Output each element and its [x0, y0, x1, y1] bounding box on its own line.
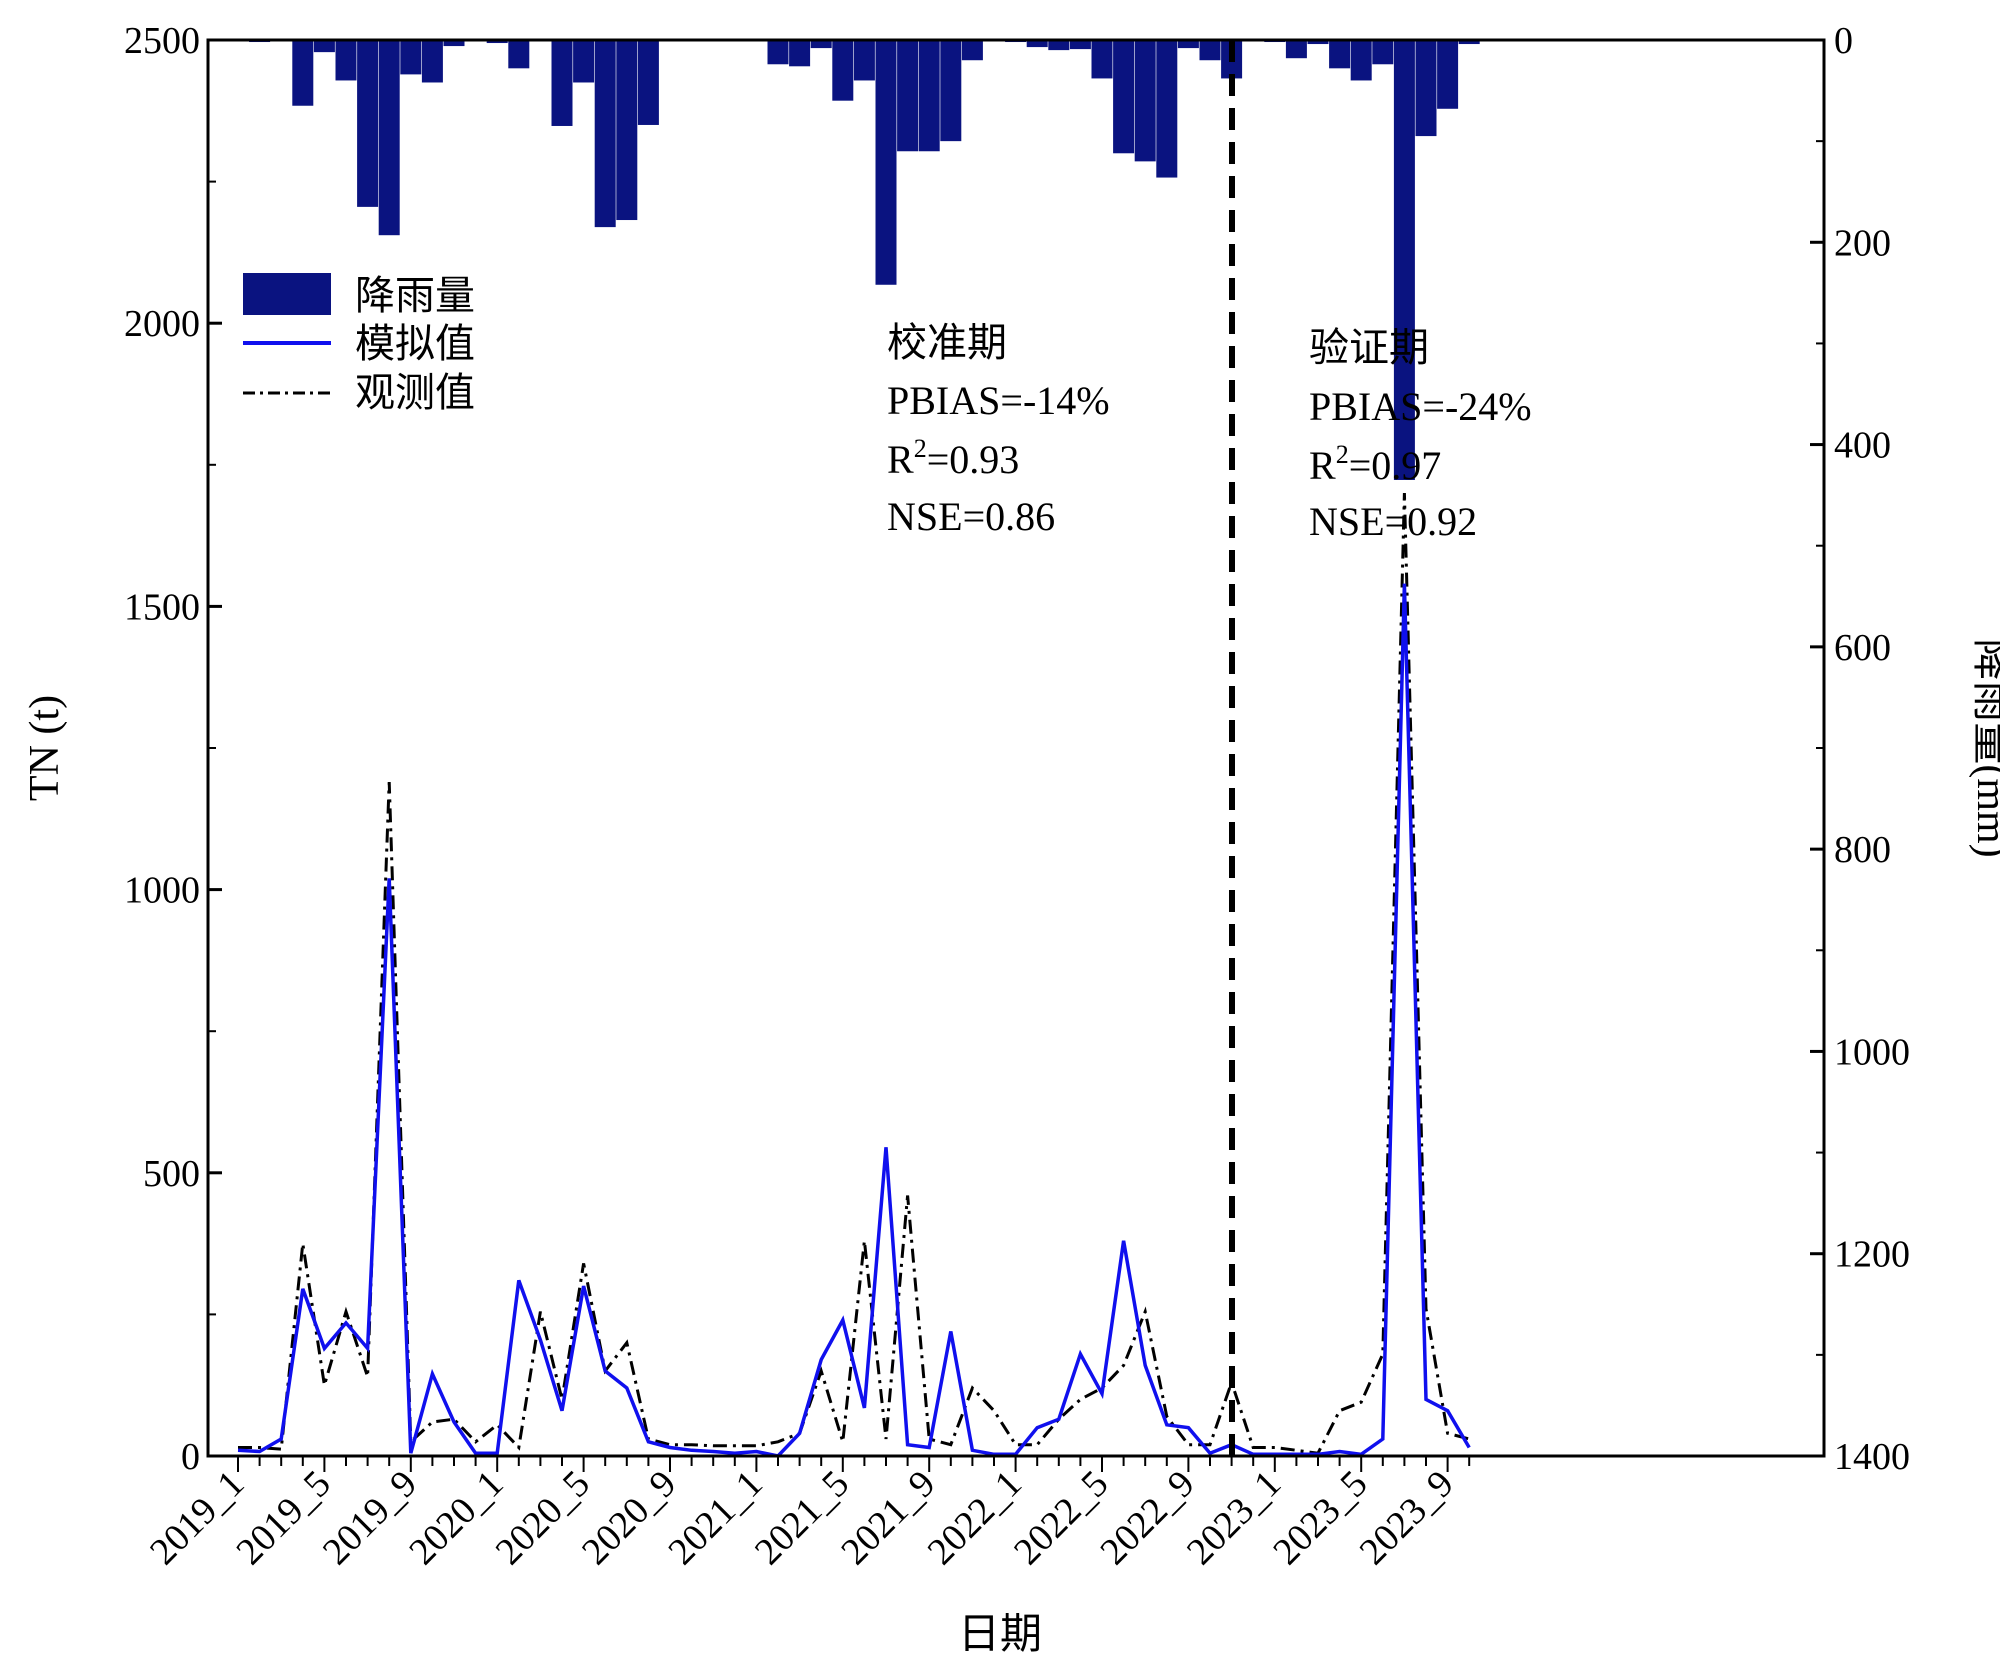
validation-annotation: 验证期 PBIAS=-24% R2=0.97 NSE=0.92: [1309, 325, 1532, 544]
y-left-tick-label: 2500: [124, 20, 200, 62]
rainfall-bar: [486, 40, 508, 44]
rainfall-bar: [853, 40, 875, 81]
calibration-r2: R2=0.93: [887, 434, 1019, 482]
rainfall-bars: [249, 40, 1480, 480]
rainfall-bar: [918, 40, 940, 152]
legend-label-simulated: 模拟值: [355, 321, 475, 366]
rainfall-bar: [313, 40, 335, 53]
x-tick-label: 2020_1: [401, 1463, 511, 1573]
rainfall-bar: [767, 40, 789, 65]
rainfall-bar: [421, 40, 443, 83]
y-left-tick-label: 1500: [124, 586, 200, 628]
y-right-tick-label: 1000: [1834, 1031, 1910, 1073]
y-left-tick-label: 2000: [124, 303, 200, 345]
x-tick-label: 2021_9: [833, 1463, 943, 1573]
x-tick-label: 2019_5: [228, 1463, 338, 1573]
rainfall-bar: [573, 40, 595, 83]
rainfall-bar: [1329, 40, 1351, 69]
y-right-tick-label: 200: [1834, 222, 1891, 264]
rainfall-bar: [378, 40, 400, 236]
validation-r2: R2=0.97: [1309, 440, 1441, 488]
rainfall-bar: [1437, 40, 1459, 109]
calibration-pbias: PBIAS=-14%: [887, 378, 1110, 423]
legend-swatch-rainfall: [243, 273, 331, 315]
simulated-line: [237, 583, 1471, 1458]
rainfall-bar: [551, 40, 573, 126]
rainfall-bar: [1415, 40, 1437, 137]
y-right-tick-label: 1400: [1834, 1436, 1910, 1478]
y-left-tick-label: 1000: [124, 870, 200, 912]
rainfall-bar: [1393, 40, 1415, 480]
rainfall-bar: [400, 40, 422, 75]
rainfall-bar: [1285, 40, 1307, 59]
x-tick-label: 2022_1: [920, 1463, 1030, 1573]
rainfall-bar: [508, 40, 530, 69]
rainfall-bar: [1069, 40, 1091, 50]
rainfall-bar: [961, 40, 983, 61]
y-right-tick-label: 1200: [1834, 1234, 1910, 1276]
x-axis-title: 日期: [958, 1612, 1042, 1658]
rainfall-bar: [1350, 40, 1372, 81]
y-right-tick-label: 600: [1834, 627, 1891, 669]
simulated-line-group: [237, 583, 1471, 1458]
x-tick-label: 2019_9: [315, 1463, 425, 1573]
validation-nse: NSE=0.92: [1309, 499, 1477, 544]
rainfall-bar: [1156, 40, 1178, 178]
validation-pbias: PBIAS=-24%: [1309, 384, 1532, 429]
rainfall-bar: [1134, 40, 1156, 162]
rainfall-bar: [1307, 40, 1329, 45]
plot-frame: [206, 38, 1826, 1458]
rainfall-bar: [1372, 40, 1394, 65]
rainfall-bar: [616, 40, 638, 221]
y-right-tick-label: 800: [1834, 829, 1891, 871]
x-tick-label: 2021_1: [660, 1463, 770, 1573]
rainfall-bar: [1091, 40, 1113, 79]
legend-label-observed: 观测值: [355, 370, 475, 415]
rainfall-bar: [832, 40, 854, 101]
y-axis-left-title: TN (t): [22, 695, 68, 801]
calibration-title: 校准期: [887, 320, 1007, 365]
calibration-nse: NSE=0.86: [887, 494, 1055, 539]
y-left-tick-label: 0: [181, 1436, 200, 1478]
rainfall-bar: [292, 40, 314, 106]
x-tick-label: 2023_9: [1352, 1463, 1462, 1573]
rainfall-bar: [810, 40, 832, 49]
axis-ticks: 0 500 1000 1500 2000 2500 0 200 400 600 800 1000 120…: [124, 20, 1910, 1573]
x-tick-label: 2020_9: [574, 1463, 684, 1573]
x-tick-label: 2020_5: [488, 1463, 598, 1573]
validation-title: 验证期: [1309, 325, 1429, 370]
x-tick-label: 2022_5: [1006, 1463, 1116, 1573]
y-right-tick-label: 0: [1834, 20, 1853, 62]
rainfall-bar: [443, 40, 465, 47]
x-tick-label: 2019_1: [142, 1463, 252, 1573]
rainfall-bar: [637, 40, 659, 125]
observed-line: [238, 493, 1470, 1455]
rainfall-bar: [897, 40, 919, 152]
rainfall-bar: [1458, 40, 1480, 45]
observed-line-group: [238, 493, 1470, 1455]
y-left-tick-label: 500: [143, 1153, 200, 1195]
legend-label-rainfall: 降雨量: [355, 273, 475, 318]
calibration-annotation: 校准期 PBIAS=-14% R2=0.93 NSE=0.86: [887, 320, 1110, 539]
rainfall-bar: [1026, 40, 1048, 48]
rainfall-bar: [789, 40, 811, 67]
y-right-tick-label: 400: [1834, 425, 1891, 467]
rainfall-bar: [940, 40, 962, 142]
x-tick-label: 2022_9: [1092, 1463, 1202, 1573]
rainfall-bar: [594, 40, 616, 228]
rainfall-bar: [335, 40, 357, 81]
rainfall-bar: [1199, 40, 1221, 61]
y-axis-right-title: 降雨量(mm): [1968, 638, 2000, 857]
legend: 降雨量 模拟值 观测值: [243, 273, 475, 415]
rainfall-bar: [1113, 40, 1135, 154]
rainfall-bar: [875, 40, 897, 285]
rainfall-bar: [1177, 40, 1199, 49]
rainfall-bar: [357, 40, 379, 207]
x-tick-label: 2023_1: [1179, 1463, 1289, 1573]
rainfall-bar: [1048, 40, 1070, 51]
x-tick-label: 2021_5: [747, 1463, 857, 1573]
x-tick-label: 2023_5: [1265, 1463, 1375, 1573]
